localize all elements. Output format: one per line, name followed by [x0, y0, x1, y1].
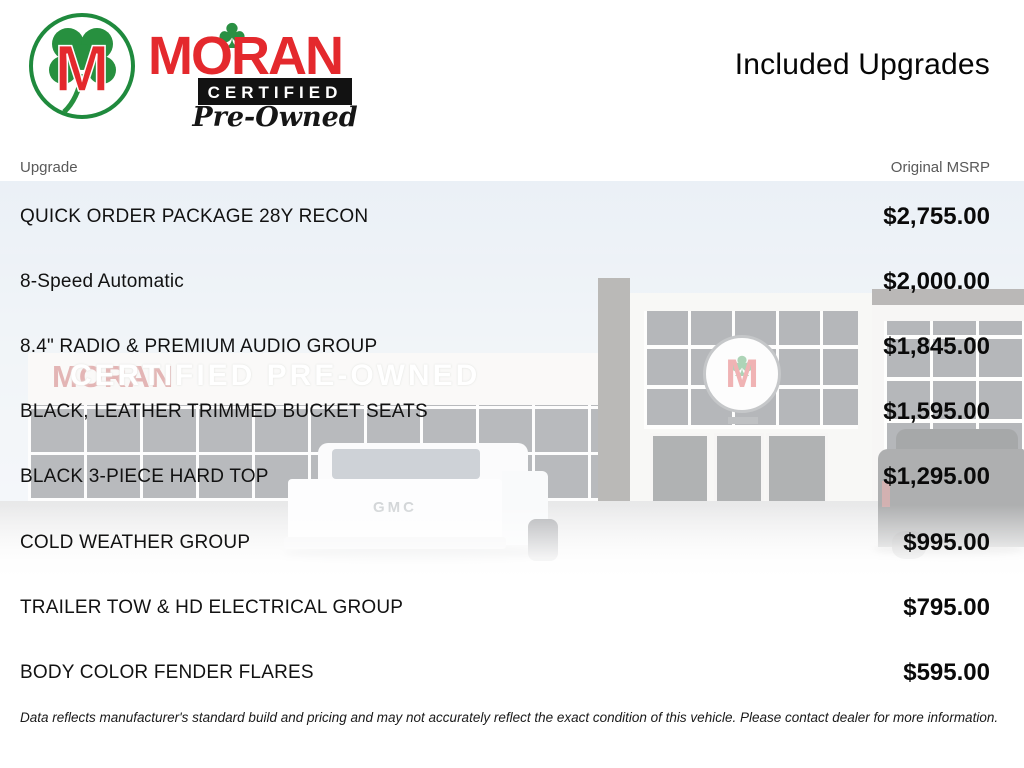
upgrade-name: COLD WEATHER GROUP [20, 531, 251, 553]
logo-brand-text: MORAN [148, 26, 342, 86]
upgrade-name: 8-Speed Automatic [20, 270, 184, 292]
upgrade-msrp: $1,845.00 [883, 332, 990, 360]
upgrade-msrp: $1,295.00 [883, 463, 990, 491]
white-truck-window [332, 449, 480, 479]
clover-icon: ♣ [730, 346, 754, 384]
clover-o-icon: ♣ [218, 10, 246, 57]
right-building [872, 305, 1024, 507]
dark-truck-taillight [882, 481, 890, 507]
upgrade-msrp: $1,595.00 [883, 398, 990, 426]
tower-monogram: M [725, 352, 759, 396]
right-building-glass [884, 321, 1024, 507]
table-row: BLACK, LEATHER TRIMMED BUCKET SEATS $1,5… [0, 380, 1024, 445]
logo-certified-text: CERTIFIED [208, 83, 343, 102]
page-title: Included Upgrades [734, 48, 990, 81]
right-building-roof [872, 289, 1024, 305]
dark-truck-cab [896, 429, 1018, 471]
sign-certified-text: CERTIFIED PRE-OWNED [70, 359, 481, 392]
sign-brand-text: MORAN [52, 359, 175, 394]
photo-fade-overlay [0, 505, 1024, 580]
upgrades-table: QUICK ORDER PACKAGE 28Y RECON $2,755.00 … [0, 184, 1024, 706]
certified-banner [198, 78, 352, 105]
table-row: COLD WEATHER GROUP $995.00 [0, 510, 1024, 575]
entrance-door [650, 433, 710, 513]
upgrade-name: BLACK, LEATHER TRIMMED BUCKET SEATS [20, 401, 428, 423]
upgrade-msrp: $995.00 [903, 528, 990, 556]
moran-logo: M ♣ MORAN CERTIFIED Pre-Owned [20, 4, 360, 133]
address-plate [728, 417, 758, 424]
logo-preowned-text: Pre-Owned [191, 102, 357, 132]
table-row: BODY COLOR FENDER FLARES $595.00 [0, 640, 1024, 705]
logo-monogram: M [55, 31, 110, 105]
table-row: 8.4" RADIO & PREMIUM AUDIO GROUP $1,845.… [0, 314, 1024, 379]
upgrade-name: BODY COLOR FENDER FLARES [20, 661, 314, 683]
upgrade-msrp: $2,755.00 [883, 202, 990, 230]
white-truck-cab [318, 443, 528, 489]
building-window-band [28, 405, 620, 501]
upgrade-name: 8.4" RADIO & PREMIUM AUDIO GROUP [20, 335, 378, 357]
table-row: 8-Speed Automatic $2,000.00 [0, 249, 1024, 314]
upgrade-name: TRAILER TOW & HD ELECTRICAL GROUP [20, 596, 404, 618]
upgrade-msrp: $2,000.00 [883, 267, 990, 295]
disclaimer-text: Data reflects manufacturer's standard bu… [20, 710, 999, 725]
upgrade-name: BLACK 3-PIECE HARD TOP [20, 466, 269, 488]
upgrade-msrp: $595.00 [903, 658, 990, 686]
entrance-pillar [598, 278, 630, 507]
table-row: TRAILER TOW & HD ELECTRICAL GROUP $795.0… [0, 575, 1024, 640]
entrance-door [714, 433, 764, 513]
tower-logo-badge: ♣ M [703, 335, 781, 413]
moran-logo-graphic: M ♣ MORAN CERTIFIED Pre-Owned [29, 10, 358, 133]
table-row: BLACK 3-PIECE HARD TOP $1,295.00 [0, 445, 1024, 510]
column-header-upgrade: Upgrade [20, 159, 78, 176]
building-fascia: MORAN CERTIFIED PRE-OWNED [28, 353, 620, 407]
upgrade-name: QUICK ORDER PACKAGE 28Y RECON [20, 205, 369, 227]
table-row: QUICK ORDER PACKAGE 28Y RECON $2,755.00 [0, 184, 1024, 249]
column-header-msrp: Original MSRP [890, 159, 990, 176]
clover-icon [49, 28, 116, 114]
upgrade-msrp: $795.00 [903, 593, 990, 621]
